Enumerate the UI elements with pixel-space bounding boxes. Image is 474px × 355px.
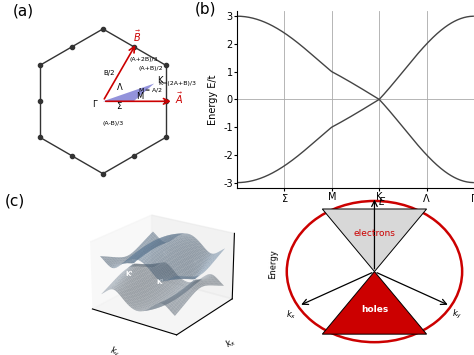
Y-axis label: $k_x$: $k_x$ — [223, 335, 239, 351]
Polygon shape — [322, 209, 427, 272]
Text: (b): (b) — [194, 2, 216, 17]
Text: $\Sigma$: $\Sigma$ — [116, 99, 123, 110]
Text: electrons: electrons — [354, 229, 395, 238]
Y-axis label: Energy E/t: Energy E/t — [208, 74, 218, 125]
Text: $\Lambda$: $\Lambda$ — [116, 81, 123, 92]
Text: (c): (c) — [5, 193, 25, 208]
Text: holes: holes — [361, 305, 388, 314]
Polygon shape — [322, 272, 427, 334]
Text: K=(2A+B)/3: K=(2A+B)/3 — [158, 81, 197, 86]
X-axis label: $k_y$: $k_y$ — [108, 344, 122, 355]
Text: (A+2B)/3: (A+2B)/3 — [129, 57, 158, 62]
Text: K: K — [157, 76, 163, 85]
Ellipse shape — [287, 201, 462, 342]
Text: (A+B)/2: (A+B)/2 — [138, 66, 163, 71]
Text: M$\approx$A/2: M$\approx$A/2 — [138, 86, 163, 94]
Text: $\vec{A}$: $\vec{A}$ — [175, 91, 183, 106]
X-axis label: wavevector: wavevector — [327, 210, 384, 220]
Text: M: M — [136, 92, 143, 101]
Text: $k_y$: $k_y$ — [452, 308, 463, 321]
Text: $\Gamma$: $\Gamma$ — [92, 98, 99, 109]
Polygon shape — [103, 83, 154, 101]
Text: (a): (a) — [12, 4, 34, 18]
Text: B/2: B/2 — [103, 70, 115, 76]
Text: $\vec{B}$: $\vec{B}$ — [133, 28, 141, 44]
Text: $k_x$: $k_x$ — [286, 308, 297, 321]
Text: (A-B)/3: (A-B)/3 — [102, 121, 124, 126]
Text: E: E — [379, 197, 385, 207]
